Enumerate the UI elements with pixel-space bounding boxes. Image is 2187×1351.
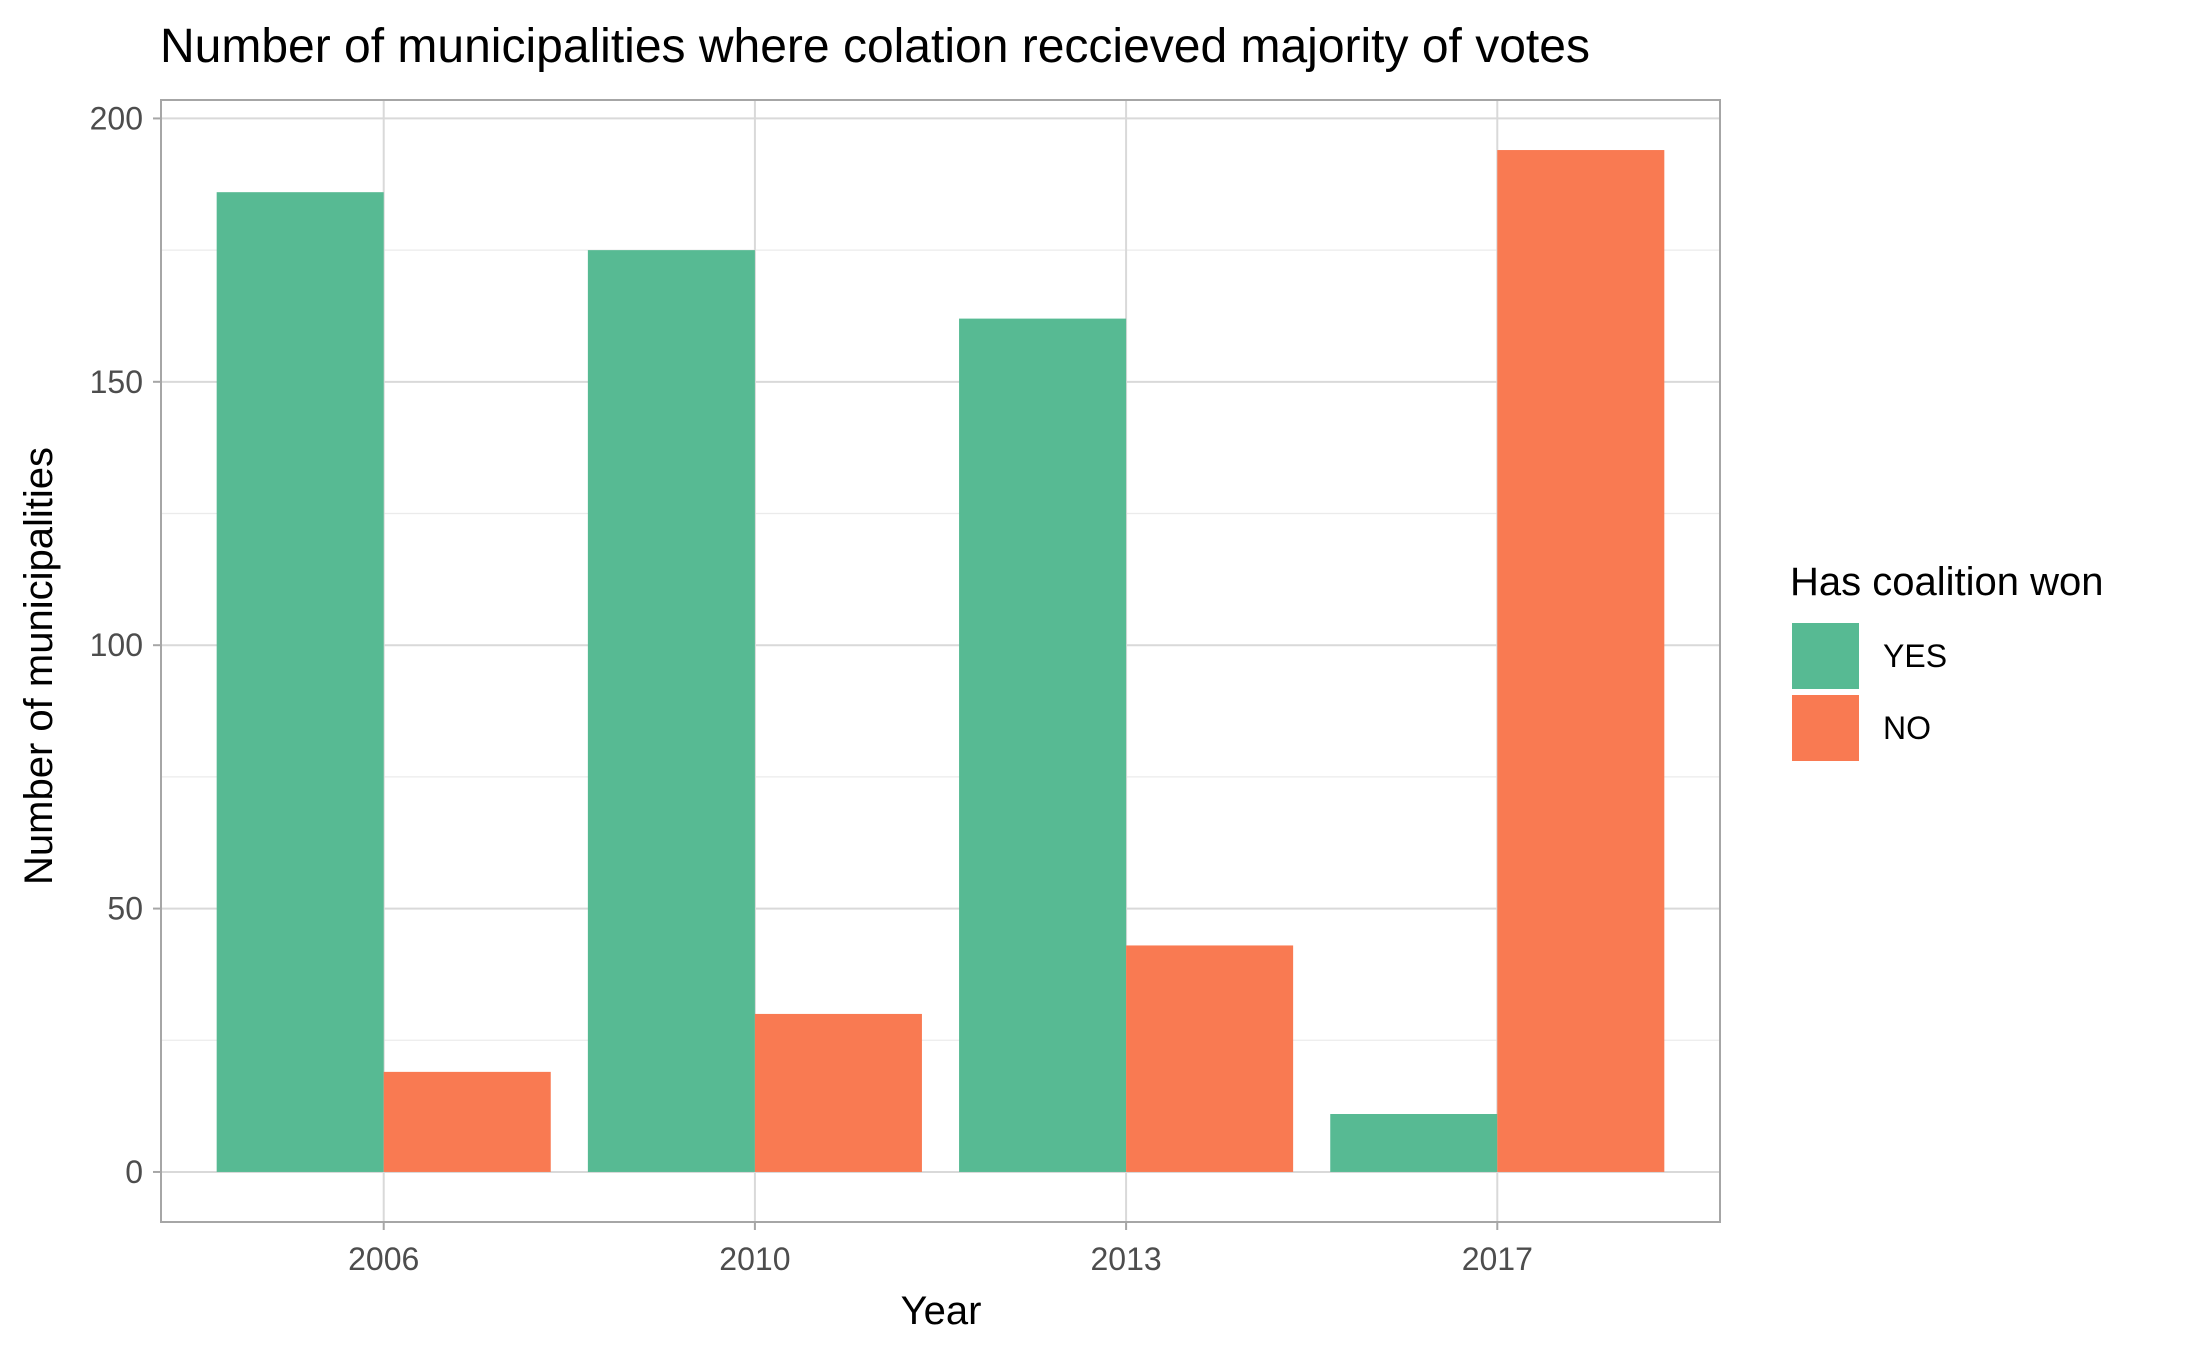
bar-yes-2017 xyxy=(1330,1114,1498,1172)
y-axis-title: Number of municipalities xyxy=(17,447,61,885)
legend-label-no: NO xyxy=(1883,710,1931,746)
y-tick-label: 100 xyxy=(90,627,143,663)
bar-yes-2010 xyxy=(587,250,755,1172)
y-tick-label: 0 xyxy=(125,1154,143,1190)
y-tick-label: 50 xyxy=(107,891,143,927)
bar-no-2006 xyxy=(383,1071,551,1172)
panel-border xyxy=(160,99,1721,1223)
legend-key-yes xyxy=(1792,623,1859,689)
legend: Has coalition won YES NO xyxy=(1790,560,2104,761)
x-tick-label: 2010 xyxy=(719,1241,790,1277)
x-tick-label: 2006 xyxy=(348,1241,419,1277)
bar-no-2010 xyxy=(754,1013,922,1172)
x-tick-label: 2013 xyxy=(1091,1241,1162,1277)
axes-layer: 0 50 100 150 200 2006 2010 2013 2017 xyxy=(90,99,1721,1277)
legend-title: Has coalition won xyxy=(1790,560,2104,604)
chart-title: Number of municipalities where colation … xyxy=(160,20,1590,73)
bar-no-2017 xyxy=(1497,150,1665,1172)
bar-no-2013 xyxy=(1126,945,1294,1172)
legend-key-no xyxy=(1792,695,1859,761)
grid-layer xyxy=(161,100,1720,1222)
x-axis-title: Year xyxy=(901,1289,982,1333)
bars-layer xyxy=(216,150,1665,1172)
y-tick-label: 200 xyxy=(90,100,143,136)
x-tick-label: 2017 xyxy=(1462,1241,1533,1277)
legend-label-yes: YES xyxy=(1883,638,1947,674)
bar-yes-2013 xyxy=(959,318,1127,1172)
bar-yes-2006 xyxy=(216,192,384,1172)
y-tick-label: 150 xyxy=(90,364,143,400)
